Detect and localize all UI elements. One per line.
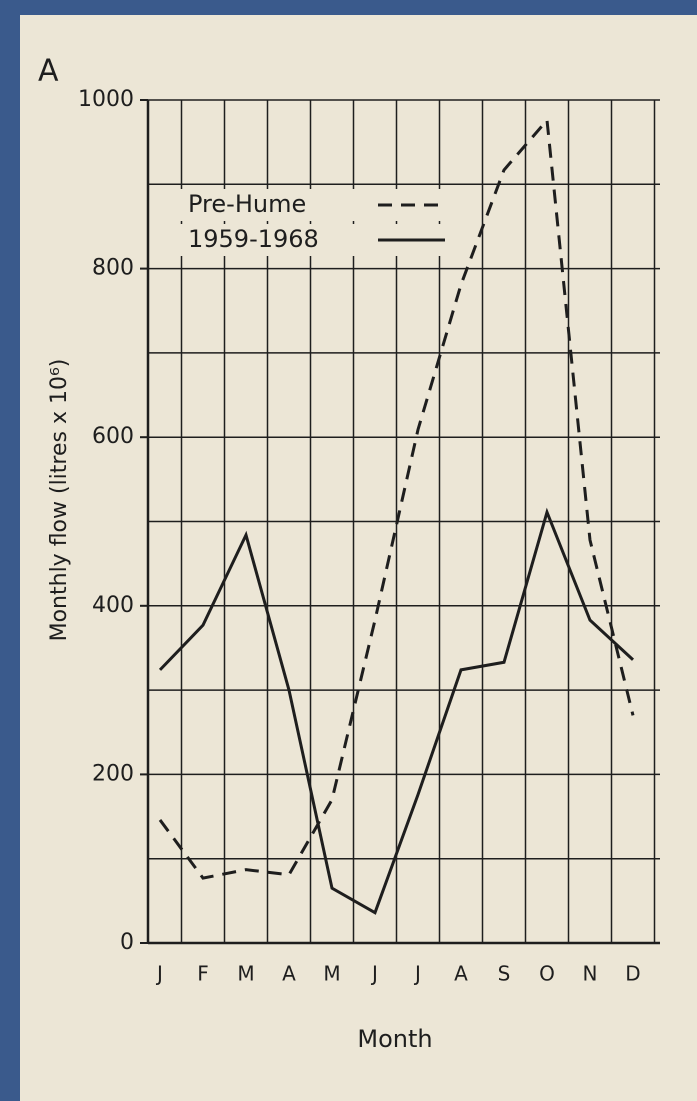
x-tick-label: F — [197, 962, 209, 986]
x-tick-label: M — [323, 962, 340, 986]
x-tick-label: J — [370, 962, 378, 986]
x-axis-label: Month — [357, 1025, 432, 1053]
series-line — [158, 507, 635, 915]
x-tick-label: J — [155, 962, 163, 986]
x-tick-label: D — [625, 962, 640, 986]
x-tick-label: A — [454, 962, 468, 986]
y-tick-label: 400 — [92, 593, 134, 618]
y-tick-label: 0 — [120, 930, 134, 955]
x-tick-label: J — [413, 962, 421, 986]
y-tick-label: 200 — [92, 761, 134, 786]
legend-label: 1959-1968 — [188, 225, 319, 253]
x-tick-label: A — [282, 962, 296, 986]
legend-label: Pre-Hume — [188, 190, 306, 218]
x-tick-label: S — [498, 962, 511, 986]
y-tick-label: 600 — [92, 424, 134, 449]
x-tick-label: O — [539, 962, 555, 986]
y-tick-label: 800 — [92, 256, 134, 281]
panel-label: A — [38, 54, 59, 89]
x-tick-label: N — [583, 962, 598, 986]
series-line — [158, 116, 635, 880]
x-tick-label: M — [237, 962, 254, 986]
y-axis-label: Monthly flow (litres x 10⁶) — [47, 359, 72, 642]
y-tick-label: 1000 — [78, 87, 134, 112]
